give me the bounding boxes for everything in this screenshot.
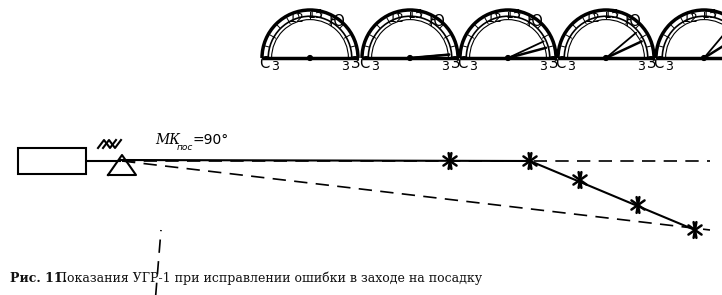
Text: 3: 3 bbox=[372, 60, 379, 73]
Text: З: З bbox=[352, 56, 361, 71]
Text: 3: 3 bbox=[271, 60, 279, 73]
Circle shape bbox=[604, 55, 609, 60]
Text: 12: 12 bbox=[585, 12, 601, 25]
Text: С: С bbox=[258, 56, 269, 71]
Text: С: С bbox=[457, 56, 467, 71]
Text: пос: пос bbox=[177, 143, 193, 153]
Text: 12: 12 bbox=[289, 12, 305, 25]
Circle shape bbox=[408, 55, 412, 60]
Text: 3: 3 bbox=[539, 60, 547, 73]
Circle shape bbox=[308, 55, 313, 60]
Text: 12: 12 bbox=[388, 12, 404, 25]
Text: 3: 3 bbox=[567, 60, 575, 73]
Text: Ю: Ю bbox=[526, 14, 542, 30]
Circle shape bbox=[505, 55, 510, 60]
Text: 15: 15 bbox=[506, 8, 522, 21]
Text: 12: 12 bbox=[487, 12, 503, 25]
Circle shape bbox=[702, 55, 706, 60]
Text: Ю: Ю bbox=[625, 14, 640, 30]
Text: З: З bbox=[549, 56, 559, 71]
Text: 3: 3 bbox=[440, 60, 448, 73]
Text: МК: МК bbox=[155, 133, 180, 147]
Text: Ю: Ю bbox=[428, 14, 444, 30]
Bar bbox=[258, 56, 362, 66]
Text: Ю: Ю bbox=[329, 14, 344, 30]
Text: 15: 15 bbox=[408, 8, 424, 21]
Bar bbox=[358, 56, 462, 66]
Text: З: З bbox=[648, 56, 657, 71]
Text: =90°: =90° bbox=[193, 133, 230, 147]
Text: С: С bbox=[359, 56, 369, 71]
Text: С: С bbox=[554, 56, 565, 71]
Text: Показания УГР-1 при исправлении ошибки в заходе на посадку: Показания УГР-1 при исправлении ошибки в… bbox=[52, 271, 482, 285]
Bar bbox=[652, 56, 722, 66]
Text: 15: 15 bbox=[308, 8, 323, 21]
Text: С: С bbox=[653, 56, 663, 71]
Text: 15: 15 bbox=[604, 8, 619, 21]
Text: З: З bbox=[451, 56, 461, 71]
Text: Рис. 11.: Рис. 11. bbox=[10, 272, 67, 285]
Bar bbox=[18, 148, 86, 174]
Bar bbox=[456, 56, 560, 66]
Text: 3: 3 bbox=[469, 60, 477, 73]
Bar bbox=[554, 56, 658, 66]
Text: 15: 15 bbox=[702, 8, 718, 21]
Text: 12: 12 bbox=[683, 12, 698, 25]
Text: 3: 3 bbox=[637, 60, 645, 73]
Text: 3: 3 bbox=[666, 60, 674, 73]
Text: 3: 3 bbox=[341, 60, 349, 73]
